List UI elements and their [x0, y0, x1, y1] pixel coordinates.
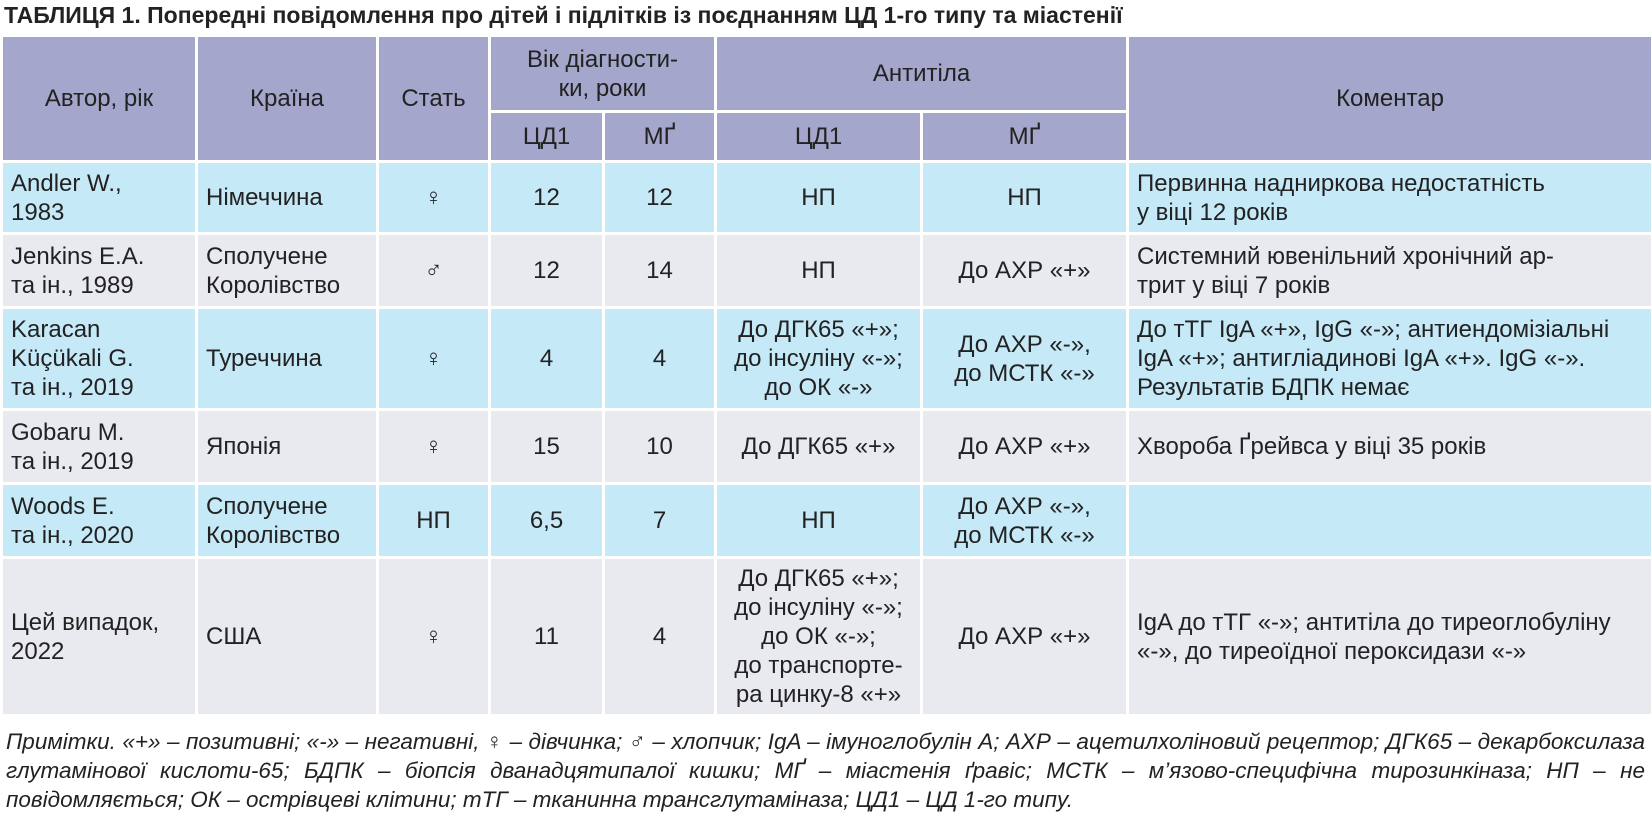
table-cell: НП: [376, 482, 491, 559]
table-cell: 12: [488, 160, 605, 235]
table-cell: ♀: [376, 306, 491, 411]
table-cell: ♀: [376, 408, 491, 485]
table-body: Andler W., 1983 Німеччина ♀ 12 12 НП НП Первинн…: [0, 160, 1651, 717]
table-cell: 14: [602, 232, 717, 309]
table-title: ТАБЛИЦЯ 1. Попередні повідомлення про ді…: [4, 2, 1123, 28]
header-cell: Коментар: [1126, 34, 1651, 163]
table-row: Karacan Küçükali G. та ін., 2019 Туреччин…: [0, 306, 1651, 411]
subheader-cell: МҐ: [920, 110, 1129, 163]
table-row: Woods E. та ін., 2020 Сполучене Королівст…: [0, 482, 1651, 559]
table-cell: 11: [488, 556, 605, 717]
table-cell: До АХР «+»: [920, 408, 1129, 485]
table-row: Jenkins E.A. та ін., 1989 Сполучене Корол…: [0, 232, 1651, 309]
table-cell: Сполучене Королівство: [195, 482, 379, 559]
table-cell: НП: [714, 232, 923, 309]
table-cell: Первинна надниркова недостатність у віці…: [1126, 160, 1651, 235]
table-cell: 12: [488, 232, 605, 309]
table-cell: НП: [920, 160, 1129, 235]
table-cell: 4: [488, 306, 605, 411]
table-row: Цей випадок, 2022 США ♀ 11 4 До ДГК65 «+»; до…: [0, 556, 1651, 717]
subheader-cell: ЦД1: [714, 110, 923, 163]
table-cell: Хвороба Ґрейвса у віці 35 років: [1126, 408, 1651, 485]
table-cell: НП: [714, 160, 923, 235]
table-cell: До ДГК65 «+»; до інсуліну «-»; до ОК «-»: [714, 306, 923, 411]
header-cell: Стать: [376, 34, 491, 163]
table-cell: Karacan Küçükali G. та ін., 2019: [0, 306, 198, 411]
header-cell: Країна: [195, 34, 379, 163]
table-cell: Цей випадок, 2022: [0, 556, 198, 717]
table-cell: ♀: [376, 556, 491, 717]
table-cell: Woods E. та ін., 2020: [0, 482, 198, 559]
table-cell: ♀: [376, 160, 491, 235]
header-cell: Антитіла: [714, 34, 1129, 113]
table-cell: Andler W., 1983: [0, 160, 198, 235]
table-cell: 6,5: [488, 482, 605, 559]
table-cell: Туреччина: [195, 306, 379, 411]
table-cell: [1126, 482, 1651, 559]
table-cell: Японія: [195, 408, 379, 485]
table-cell: НП: [714, 482, 923, 559]
table-cell: 15: [488, 408, 605, 485]
table-cell: Сполучене Королівство: [195, 232, 379, 309]
table-cell: До АХР «-», до МСТК «-»: [920, 306, 1129, 411]
subheader-cell: МҐ: [602, 110, 717, 163]
table: Автор, рік Країна Стать Вік діагности- к…: [0, 34, 1651, 717]
note: Примітки. «+» – позитивні; «-» – негатив…: [6, 729, 1645, 812]
table-cell: 4: [602, 306, 717, 411]
table-cell: 7: [602, 482, 717, 559]
header-cell: Вік діагности- ки, роки: [488, 34, 717, 113]
table-cell: До АХР «-», до МСТК «-»: [920, 482, 1129, 559]
table-row: Andler W., 1983 Німеччина ♀ 12 12 НП НП Первинн…: [0, 160, 1651, 235]
table-cell: 4: [602, 556, 717, 717]
table-cell: Gobaru M. та ін., 2019: [0, 408, 198, 485]
table-cell: ♂: [376, 232, 491, 309]
table-cell: Німеччина: [195, 160, 379, 235]
table-cell: Jenkins E.A. та ін., 1989: [0, 232, 198, 309]
table-cell: До тТГ IgA «+», IgG «-»; антиендомізіаль…: [1126, 306, 1651, 411]
table-cell: США: [195, 556, 379, 717]
table-cell: До АХР «+»: [920, 556, 1129, 717]
table-cell: До ДГК65 «+»; до інсуліну «-»; до ОК «-»…: [714, 556, 923, 717]
table-cell: До АХР «+»: [920, 232, 1129, 309]
table-cell: 12: [602, 160, 717, 235]
header-cell: Автор, рік: [0, 34, 198, 163]
table-cell: До ДГК65 «+»: [714, 408, 923, 485]
table-cell: IgA до тТГ «-»; антитіла до тиреоглобулі…: [1126, 556, 1651, 717]
table-cell: 10: [602, 408, 717, 485]
table-cell: Системний ювенільний хронічний ар- трит …: [1126, 232, 1651, 309]
table-row: Gobaru M. та ін., 2019 Японія ♀ 15 10 До ДГК6…: [0, 408, 1651, 485]
subheader-cell: ЦД1: [488, 110, 605, 163]
